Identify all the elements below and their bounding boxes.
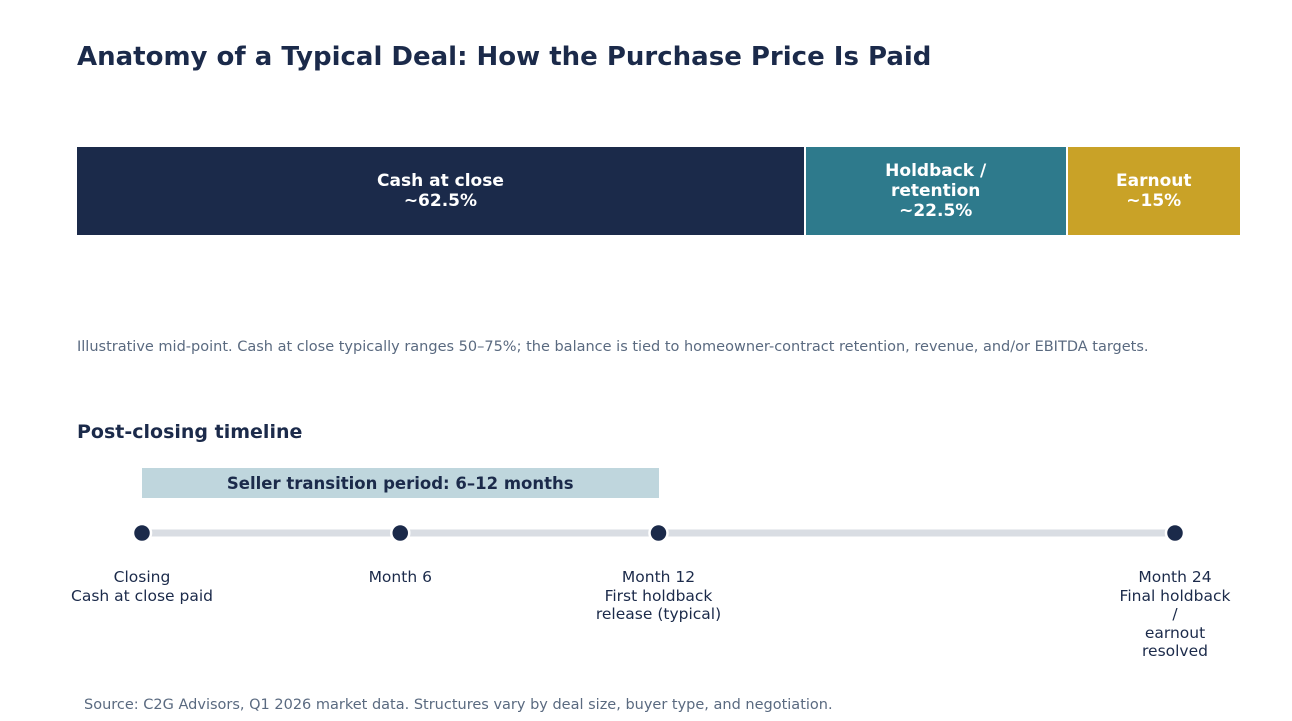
chart-title: Anatomy of a Typical Deal: How the Purch… bbox=[77, 42, 932, 72]
bar-segment-0: Cash at close ~62.5% bbox=[77, 147, 804, 235]
milestone-dot-1 bbox=[390, 522, 411, 544]
bar-segment-label: Cash at close ~62.5% bbox=[377, 171, 504, 211]
timeline-heading: Post-closing timeline bbox=[77, 421, 303, 443]
milestone-label-1: Month 6 bbox=[368, 568, 432, 586]
milestone-label-0: Closing Cash at close paid bbox=[71, 568, 213, 605]
milestone-dot-2 bbox=[648, 522, 669, 544]
timeline-track bbox=[131, 522, 1186, 544]
bar-segment-2: Earnout ~15% bbox=[1065, 147, 1240, 235]
milestone-label-2: Month 12 First holdback release (typical… bbox=[595, 568, 722, 623]
milestone-label-3: Month 24 Final holdback / earnout resolv… bbox=[1119, 568, 1231, 660]
milestone-dot-3 bbox=[1164, 522, 1186, 544]
source-note: Source: C2G Advisors, Q1 2026 market dat… bbox=[84, 697, 833, 713]
stacked-bar: Cash at close ~62.5% Holdback / retention… bbox=[77, 147, 1240, 235]
transition-period-band: Seller transition period: 6–12 months bbox=[142, 468, 659, 498]
bar-segment-label: Holdback / retention ~22.5% bbox=[885, 161, 987, 221]
bar-segment-1: Holdback / retention ~22.5% bbox=[803, 147, 1066, 235]
chart-note: Illustrative mid-point. Cash at close ty… bbox=[77, 339, 1149, 355]
milestone-dot-0 bbox=[131, 522, 153, 544]
bar-segment-label: Earnout ~15% bbox=[1116, 171, 1192, 211]
